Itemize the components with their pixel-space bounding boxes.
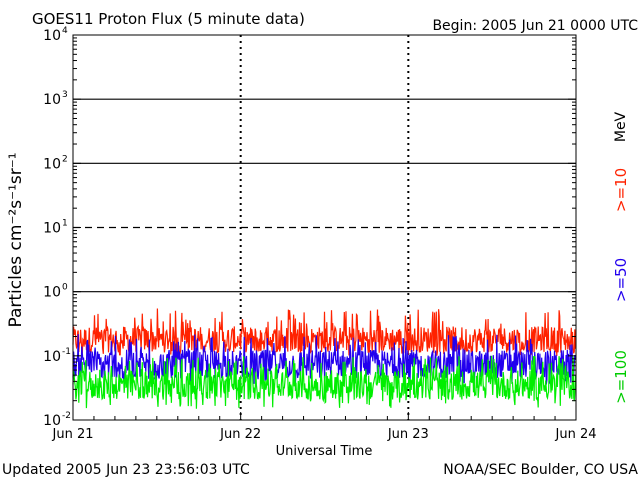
legend-series-100: >=100: [612, 350, 630, 404]
begin-label: Begin: 2005 Jun 21 0000 UTC: [432, 18, 638, 34]
series-line-0: [72, 308, 576, 356]
y-tick-exponent: 2: [62, 154, 68, 164]
legend-unit-mev: MeV: [613, 111, 629, 142]
y-tick-exponent: -1: [62, 347, 71, 357]
y-tick-label: 10: [43, 156, 61, 172]
x-axis-label: Universal Time: [276, 444, 373, 459]
y-axis-label: Particles cm⁻²s⁻¹sr⁻¹: [6, 152, 26, 327]
y-tick-label: 10: [43, 28, 61, 44]
x-axis-ticks: Jun 21 Jun 22 Jun 23 Jun 24: [52, 412, 597, 442]
y-tick-exponent: 3: [62, 90, 68, 100]
legend-series-50: >=50: [612, 258, 630, 302]
y-tick-exponent: 0: [62, 283, 68, 293]
y-tick-exponent: 1: [62, 219, 68, 229]
legend: MeV >=10 >=50 >=100: [612, 111, 630, 403]
x-tick-label: Jun 21: [52, 427, 94, 442]
data-source: NOAA/SEC Boulder, CO USA: [443, 462, 638, 478]
y-tick-label: 10: [43, 92, 61, 108]
series-layer: [72, 308, 576, 409]
updated-timestamp: Updated 2005 Jun 23 23:56:03 UTC: [2, 462, 250, 478]
y-tick-label: 10: [43, 349, 61, 365]
y-tick-label: 10: [43, 221, 61, 237]
y-tick-exponent: 4: [62, 26, 68, 36]
day-tick-marks: [239, 35, 410, 420]
y-tick-label: 10: [43, 413, 61, 429]
threshold-lines: [73, 98, 576, 293]
y-tick-exponent: -2: [62, 411, 71, 421]
x-tick-label: Jun 22: [219, 427, 261, 442]
plot-frame: [72, 34, 577, 421]
chart-title: GOES11 Proton Flux (5 minute data): [32, 10, 305, 28]
legend-series-10: >=10: [612, 168, 630, 212]
y-tick-label: 10: [43, 285, 61, 301]
x-tick-label: Jun 24: [555, 427, 597, 442]
series-line-2: [72, 355, 576, 409]
x-tick-label: Jun 23: [387, 427, 429, 442]
